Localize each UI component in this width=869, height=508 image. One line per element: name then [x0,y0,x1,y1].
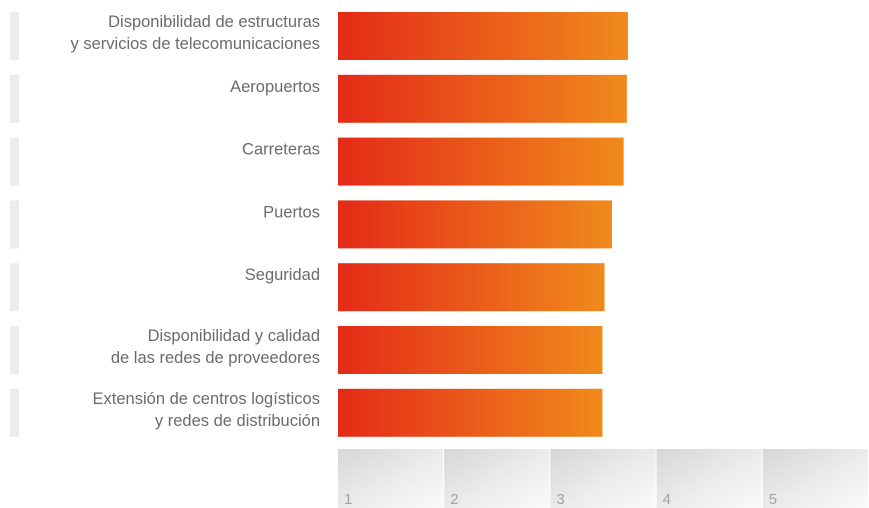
x-tick-box [338,449,444,508]
category-label: Disponibilidad y calidad de las redes de … [111,327,320,367]
bar [338,263,605,312]
category-label-line: Disponibilidad y calidad [148,327,320,345]
category-label-line: Carreteras [242,141,320,159]
row-marker [10,74,19,123]
x-tick-box [656,449,762,508]
category-label: Carreteras [242,141,320,159]
bar [338,388,603,437]
row-marker [10,200,19,249]
category-label-line: Aeropuertos [230,78,320,96]
bar-row: Puertos [10,200,612,249]
x-tick-label: 2 [450,491,458,508]
category-label: Aeropuertos [230,78,320,96]
bar-row: Disponibilidad y calidad de las redes de … [10,326,603,374]
x-tick-box [762,449,868,508]
x-tick-label: 4 [663,491,671,508]
bar [338,74,627,123]
x-tick-label: 5 [769,491,777,508]
category-label: Seguridad [245,266,320,284]
row-marker [10,326,19,374]
bar-row: Disponibilidad de estructuras y servicios… [10,12,628,60]
x-tick-box [444,449,550,508]
category-label-line: y servicios de telecomunicaciones [71,35,320,53]
x-tick-label: 1 [344,491,352,508]
bar [338,137,624,186]
category-label: Extensión de centros logísticos y redes d… [93,390,320,430]
bar-row: Aeropuertos [10,74,627,123]
bar [338,326,603,374]
category-label: Disponibilidad de estructuras y servicios… [71,13,320,53]
x-tick-label: 3 [556,491,564,508]
bar [338,12,628,60]
x-tick-box [550,449,656,508]
row-marker [10,263,19,312]
row-marker [10,137,19,186]
category-label-line: y redes de distribución [155,412,320,430]
category-label-line: Puertos [263,203,320,221]
category-label-line: Extensión de centros logísticos [93,390,320,408]
bar [338,200,612,249]
category-label: Puertos [263,203,320,221]
x-axis: 1 2 3 4 5 [338,449,868,508]
category-label-line: de las redes de proveedores [111,349,320,367]
row-marker [10,388,19,437]
category-label-line: Disponibilidad de estructuras [108,13,320,31]
bar-row: Carreteras [10,137,624,186]
category-label-line: Seguridad [245,266,320,284]
bar-row: Extensión de centros logísticos y redes d… [10,388,603,437]
bar-row: Seguridad [10,263,605,312]
row-marker [10,12,19,60]
